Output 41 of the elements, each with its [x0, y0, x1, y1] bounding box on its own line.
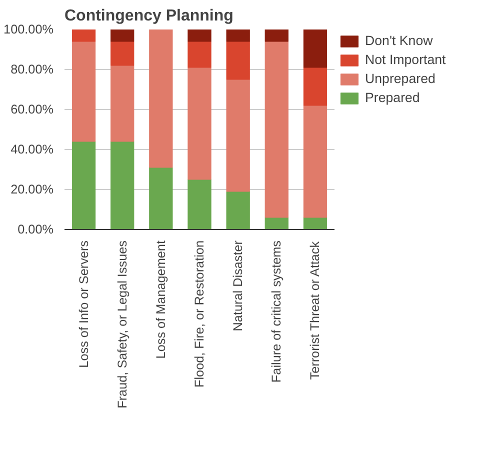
bar	[110, 65, 134, 142]
bar	[226, 30, 250, 42]
y-tick-label: 20.00%	[10, 182, 54, 196]
bar	[226, 41, 250, 80]
bar	[264, 217, 288, 230]
bar	[264, 30, 288, 42]
legend-label: Not Important	[365, 52, 446, 67]
legend-label: Prepared	[365, 90, 420, 105]
bar	[110, 41, 134, 66]
x-tick-label: Terrorist Threat or Attack	[308, 240, 322, 380]
bar	[226, 79, 250, 192]
bar	[303, 105, 328, 218]
x-tick-label: Failure of critical systems	[270, 240, 284, 383]
y-tick-label: 100.00%	[4, 22, 54, 36]
x-tick-label: Natural Disaster	[231, 240, 246, 332]
bar	[226, 191, 250, 230]
y-tick-label: 0.00%	[18, 222, 54, 236]
x-tick-label: Flood, Fire, or Restoration	[192, 240, 206, 388]
bar	[188, 67, 212, 180]
bar	[149, 167, 173, 230]
bar	[303, 30, 328, 68]
x-tick-label: Loss of Info or Servers	[76, 240, 91, 368]
bar	[110, 30, 134, 42]
bar	[188, 30, 212, 42]
bar	[303, 67, 328, 106]
legend-label: Unprepared	[365, 71, 436, 86]
bar	[149, 30, 173, 168]
y-tick-label: 60.00%	[10, 102, 54, 116]
y-tick-label: 80.00%	[10, 62, 54, 76]
bar	[110, 141, 134, 230]
chart-title: Contingency Planning	[64, 8, 234, 24]
bar	[72, 41, 96, 142]
bar	[72, 141, 96, 230]
y-tick-label: 40.00%	[10, 142, 54, 156]
bar	[264, 41, 288, 218]
x-tick-label: Loss of Management	[154, 240, 168, 359]
bar	[72, 30, 96, 42]
bar	[188, 179, 212, 230]
legend-label: Don't Know	[365, 33, 433, 48]
x-tick-label: Fraud, Safety, or Legal Issues	[115, 240, 130, 408]
bar	[188, 41, 212, 68]
